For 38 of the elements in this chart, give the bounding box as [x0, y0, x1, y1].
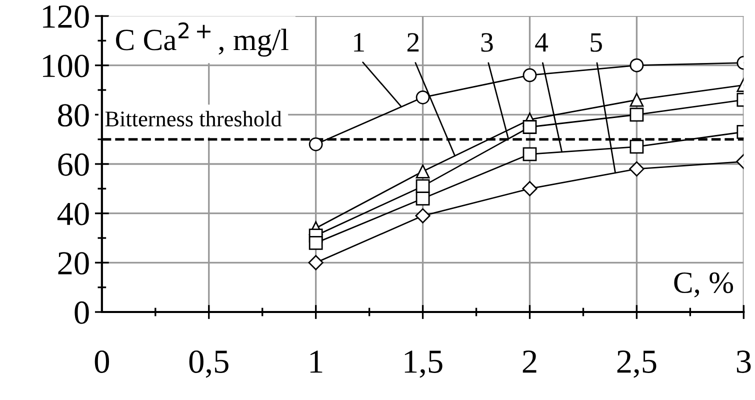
text: 5 [590, 33, 602, 52]
text: 1 [354, 33, 364, 52]
x-tick-label: 1,5 [404, 350, 442, 378]
point [416, 90, 430, 104]
x-tick-label: 1 [310, 350, 322, 373]
point [416, 192, 430, 206]
point [522, 120, 537, 134]
point [522, 147, 537, 162]
point [629, 161, 644, 177]
text: 2 [407, 33, 419, 52]
point [416, 164, 430, 178]
point [308, 255, 324, 270]
y-tick-label: 80 [58, 104, 89, 127]
y-axis-title: C Ca$^{2+}$, mg/l [116, 22, 288, 57]
x-axis-title: C, % [674, 272, 734, 298]
x-tick-label: 2,5 [617, 350, 656, 378]
point [630, 108, 644, 122]
y-tick-label: 120 [43, 5, 89, 28]
point [630, 140, 644, 154]
x-tick-label: 0,5 [189, 350, 228, 378]
y-tick-label: 20 [58, 252, 89, 275]
point [630, 58, 644, 72]
y-tick-label: 40 [57, 202, 89, 226]
point [630, 92, 644, 107]
x-tick-label: 0 [94, 350, 109, 373]
y-tick-label: 60 [58, 153, 89, 176]
text: 4 [535, 33, 548, 52]
point [522, 68, 537, 82]
point [308, 236, 323, 250]
text: 3 [481, 33, 493, 52]
y-tick-label: 0 [74, 301, 89, 324]
x-tick-label: 2 [522, 350, 536, 373]
y-tick-label: 100 [43, 54, 89, 78]
x-tick-label: 3 [736, 350, 751, 373]
point [522, 181, 538, 196]
point [308, 137, 323, 152]
ref-line-label: Bitterness threshold [105, 110, 282, 126]
point [415, 208, 430, 224]
